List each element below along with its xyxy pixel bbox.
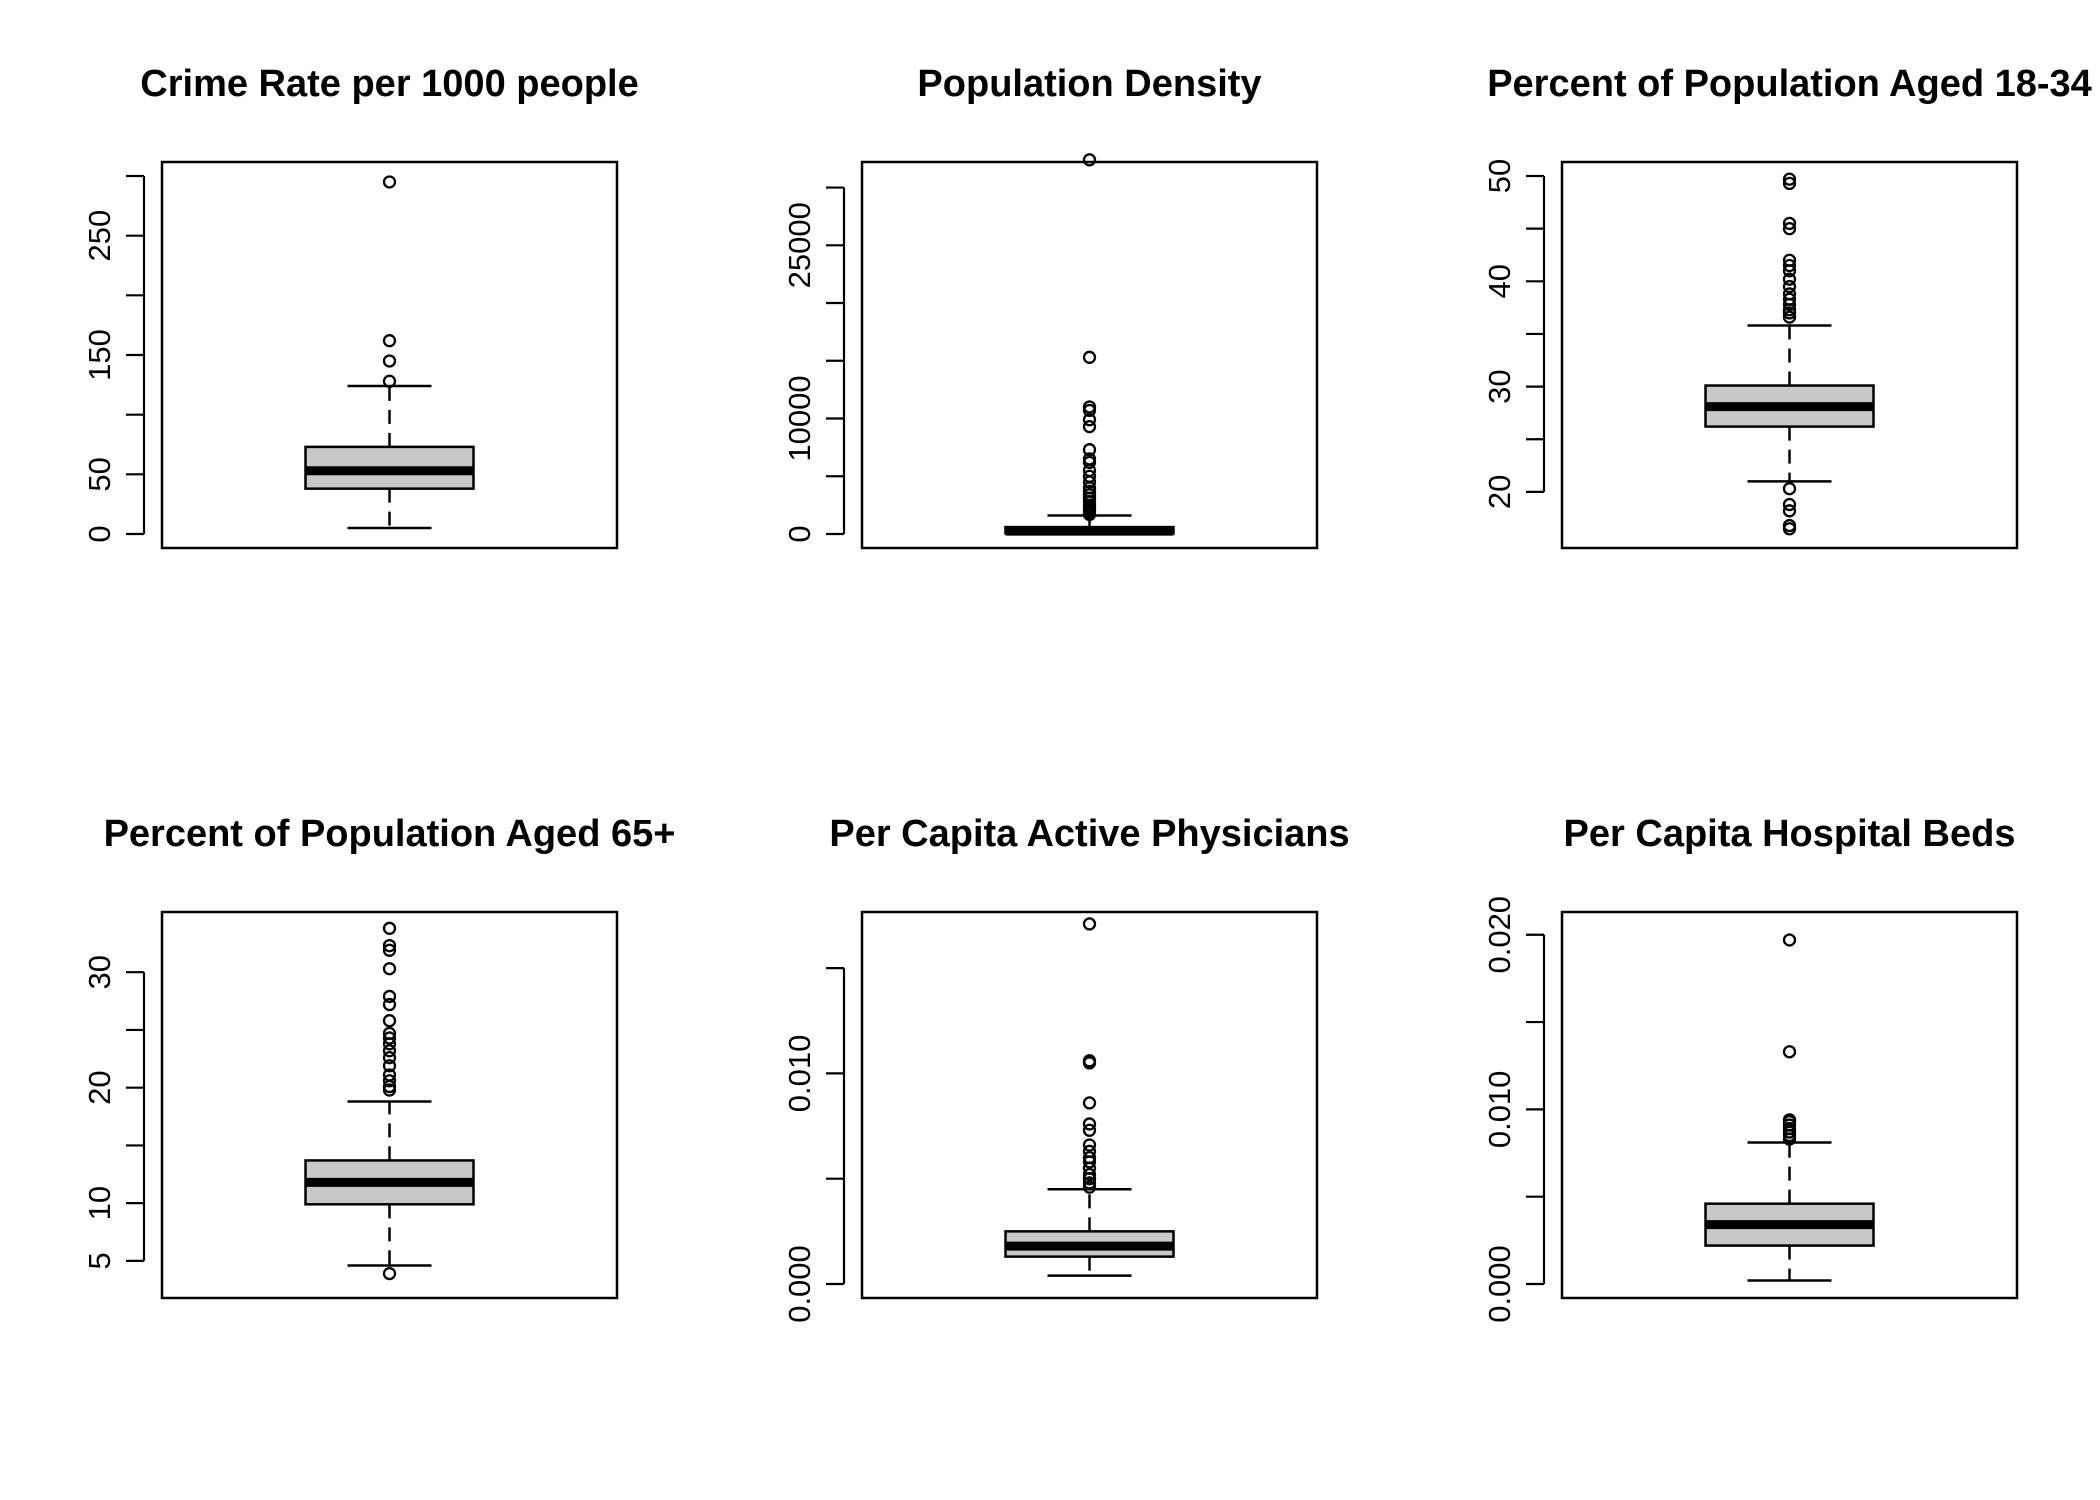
panel-title: Percent of Population Aged 65+ [104,813,676,855]
boxplot-panel: Per Capita Active Physicians 0.000 0.010 [782,813,1350,1323]
outlier-point [382,997,397,1012]
outlier-point [382,1059,397,1073]
outlier-point [382,1044,397,1058]
outlier-point [382,989,397,1004]
outlier-point [1782,258,1797,273]
y-tick-label: 50 [82,457,117,491]
plot-frame [860,910,1319,1300]
outlier-point [1782,216,1797,231]
plot-frame [860,160,1319,550]
y-tick-label: 30 [82,955,117,989]
outlier-point [1082,917,1097,931]
y-tick-label: 40 [1482,264,1517,298]
outlier-point [382,921,397,935]
outlier-point [1082,1144,1097,1158]
outlier-point [1082,419,1097,434]
outlier-point [1782,504,1797,518]
outlier-point [1782,176,1797,191]
outlier-point [1782,221,1797,236]
plot-frame [1560,160,2019,550]
outlier-point [1082,1054,1097,1068]
outlier-point [382,962,397,976]
outlier-point [1082,1117,1097,1131]
boxplot-panel: Percent of Population Aged 18-34 20 30 40 50 [1482,63,2092,550]
outlier-point [1082,350,1097,364]
outlier-point [382,1014,397,1028]
outlier-point [382,1031,397,1045]
plot-frame [160,160,619,550]
outlier-point [1782,287,1797,301]
outlier-point [1082,1123,1097,1137]
outlier-point [1082,400,1097,414]
outlier-point [1082,1176,1097,1190]
y-tick-label: 0 [82,525,117,542]
outlier-point [1082,1180,1097,1194]
outlier-point [1082,452,1097,466]
outlier-point [382,1068,397,1082]
outlier-point [1782,272,1797,286]
y-tick-label: 5 [82,1252,117,1269]
outlier-point [1082,1167,1097,1182]
outlier-point [1782,253,1797,267]
y-tick-label: 0.020 [1482,896,1517,974]
outlier-point [1082,1096,1097,1110]
outlier-point [1782,1045,1797,1059]
outlier-point [1082,443,1097,457]
y-tick-label: 0.010 [782,1035,817,1113]
outlier-point [1782,279,1797,294]
outlier-point [1782,482,1797,496]
outlier-point [382,938,397,953]
panel-title: Crime Rate per 1000 people [140,63,638,105]
panel-title: Population Density [917,63,1261,105]
boxplot-panel: Per Capita Hospital Beds 0.000 0.010 0.020 [1482,813,2019,1323]
panel-title: Per Capita Active Physicians [829,813,1349,855]
y-tick-label: 0 [782,525,817,542]
y-tick-label: 250 [82,210,117,262]
outlier-point [1082,1150,1097,1165]
outlier-point [1782,933,1797,947]
outlier-point [1082,153,1097,167]
outlier-point [1782,172,1797,186]
outlier-point [382,1074,397,1088]
outlier-point [382,1026,397,1041]
outlier-point [1782,497,1797,512]
outlier-point [382,354,397,368]
boxplot-panel: Population Density 0 10000 25000 [782,63,1319,550]
boxplot-panel: Crime Rate per 1000 people 0 50 150 250 [82,63,639,550]
outlier-point [382,943,397,957]
y-tick-label: 20 [82,1070,117,1104]
outlier-point [1082,1138,1097,1152]
y-tick-label: 10 [82,1186,117,1220]
outlier-point [1782,518,1797,533]
y-tick-label: 50 [1482,159,1517,193]
y-tick-label: 10000 [782,375,817,461]
y-tick-label: 25000 [782,202,817,288]
outlier-point [1782,292,1797,306]
outlier-point [382,334,397,348]
boxplot-panel: Percent of Population Aged 65+ 5 10 20 30 [82,813,676,1300]
y-tick-label: 150 [82,329,117,381]
outlier-point [1782,310,1797,324]
y-tick-label: 0.000 [1482,1245,1517,1323]
outlier-point [382,1051,397,1065]
y-tick-label: 0.010 [1482,1071,1517,1149]
plot-frame [1560,910,2019,1300]
panel-title: Per Capita Hospital Beds [1564,813,2016,855]
y-tick-label: 20 [1482,475,1517,509]
y-tick-label: 0.000 [782,1245,817,1323]
outlier-point [1782,1113,1797,1127]
panel-title: Percent of Population Aged 18-34 [1487,63,2092,105]
outlier-point [1082,469,1097,483]
outlier-point [382,175,397,189]
outlier-point [382,1266,397,1281]
y-tick-label: 30 [1482,369,1517,403]
outlier-point [382,374,397,388]
plot-frame [160,910,619,1300]
outlier-point [1082,413,1097,427]
